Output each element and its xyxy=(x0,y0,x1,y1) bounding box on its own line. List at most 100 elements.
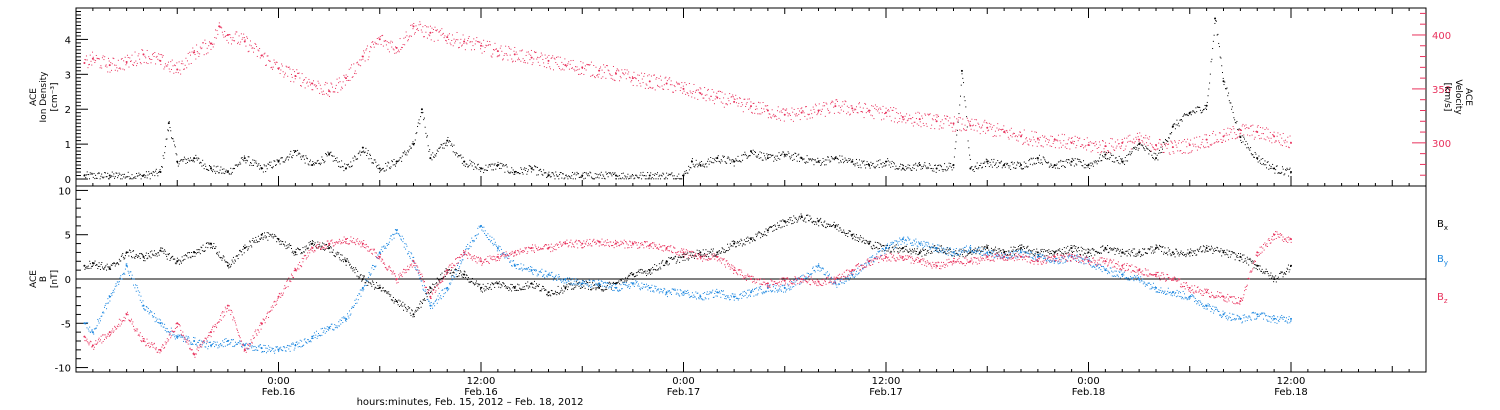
scatter-dot xyxy=(148,173,150,175)
scatter-dot xyxy=(440,34,442,36)
scatter-dot xyxy=(136,62,138,64)
scatter-dot xyxy=(948,124,950,126)
scatter-dot xyxy=(376,43,378,45)
scatter-dot xyxy=(917,111,919,113)
scatter-dot xyxy=(546,56,548,58)
scatter-dot xyxy=(100,263,102,265)
scatter-dot xyxy=(626,280,628,282)
scatter-dot xyxy=(769,113,771,115)
scatter-dot xyxy=(1053,165,1055,167)
scatter-dot xyxy=(821,110,823,112)
b-axis-title-line1: ACE xyxy=(29,270,39,288)
scatter-dot xyxy=(266,55,268,57)
scatter-dot xyxy=(140,63,142,65)
scatter-dot xyxy=(732,96,734,98)
scatter-dot xyxy=(286,156,288,158)
scatter-dot xyxy=(934,164,936,166)
scatter-dot xyxy=(1279,172,1281,174)
scatter-dot xyxy=(849,113,851,115)
scatter-dot xyxy=(838,105,840,107)
scatter-dot xyxy=(999,135,1001,137)
scatter-dot xyxy=(929,246,931,248)
scatter-dot xyxy=(1165,140,1167,142)
data-point xyxy=(378,167,381,170)
scatter-dot xyxy=(1220,57,1222,59)
scatter-dot xyxy=(974,119,976,121)
scatter-dot xyxy=(733,240,735,242)
scatter-dot xyxy=(172,255,174,257)
scatter-dot xyxy=(1100,152,1102,154)
scatter-dot xyxy=(1110,137,1112,139)
scatter-dot xyxy=(1119,163,1121,165)
scatter-dot xyxy=(1148,153,1150,155)
scatter-dot xyxy=(1042,163,1044,165)
scatter-dot xyxy=(1149,142,1151,144)
scatter-dot xyxy=(521,288,523,290)
scatter-dot xyxy=(977,250,979,252)
scatter-dot xyxy=(90,173,92,175)
scatter-dot xyxy=(317,241,319,243)
scatter-dot xyxy=(1043,249,1045,251)
scatter-dot xyxy=(620,178,622,180)
scatter-dot xyxy=(532,283,534,285)
scatter-dot xyxy=(379,170,381,172)
scatter-dot xyxy=(202,164,204,166)
scatter-dot xyxy=(780,110,782,112)
scatter-dot xyxy=(185,254,187,256)
scatter-dot xyxy=(1124,137,1126,139)
scatter-dot xyxy=(306,82,308,84)
scatter-dot xyxy=(1262,127,1264,129)
data-point xyxy=(530,56,533,59)
scatter-dot xyxy=(621,69,623,71)
scatter-dot xyxy=(1054,167,1056,169)
scatter-dot xyxy=(963,251,965,253)
scatter-dot xyxy=(922,168,924,170)
scatter-dot xyxy=(734,160,736,162)
scatter-dot xyxy=(580,176,582,178)
scatter-dot xyxy=(971,118,973,120)
scatter-dot xyxy=(380,43,382,45)
scatter-dot xyxy=(490,284,492,286)
scatter-dot xyxy=(914,250,916,252)
scatter-dot xyxy=(773,156,775,158)
scatter-dot xyxy=(394,298,396,300)
scatter-dot xyxy=(312,241,314,243)
scatter-dot xyxy=(238,163,240,165)
scatter-dot xyxy=(723,106,725,108)
scatter-dot xyxy=(625,281,627,283)
scatter-dot xyxy=(634,177,636,179)
scatter-dot xyxy=(1174,141,1176,143)
scatter-dot xyxy=(423,119,425,121)
scatter-dot xyxy=(402,43,404,45)
scatter-dot xyxy=(134,257,136,259)
scatter-dot xyxy=(1021,168,1023,170)
scatter-dot xyxy=(549,176,551,178)
scatter-dot xyxy=(874,167,876,169)
scatter-dot xyxy=(225,169,227,171)
scatter-dot xyxy=(975,125,977,127)
scatter-dot xyxy=(1259,138,1261,140)
scatter-dot xyxy=(687,259,689,261)
scatter-dot xyxy=(831,157,833,159)
scatter-dot xyxy=(178,61,180,63)
scatter-dot xyxy=(1142,141,1144,143)
scatter-dot xyxy=(1214,142,1216,144)
scatter-dot xyxy=(941,245,943,247)
scatter-dot xyxy=(908,251,910,253)
scatter-dot xyxy=(1051,252,1053,254)
scatter-dot xyxy=(349,264,351,266)
scatter-dot xyxy=(957,119,959,121)
scatter-dot xyxy=(463,42,465,44)
scatter-dot xyxy=(693,83,695,85)
scatter-dot xyxy=(935,114,937,116)
scatter-dot xyxy=(1090,165,1092,167)
scatter-dot xyxy=(736,98,738,100)
scatter-dot xyxy=(1225,132,1227,134)
scatter-dot xyxy=(726,104,728,106)
scatter-dot xyxy=(1202,145,1204,147)
scatter-dot xyxy=(558,292,560,294)
scatter-dot xyxy=(676,261,678,263)
scatter-dot xyxy=(1290,141,1292,143)
scatter-dot xyxy=(789,217,791,219)
scatter-dot xyxy=(641,269,643,271)
